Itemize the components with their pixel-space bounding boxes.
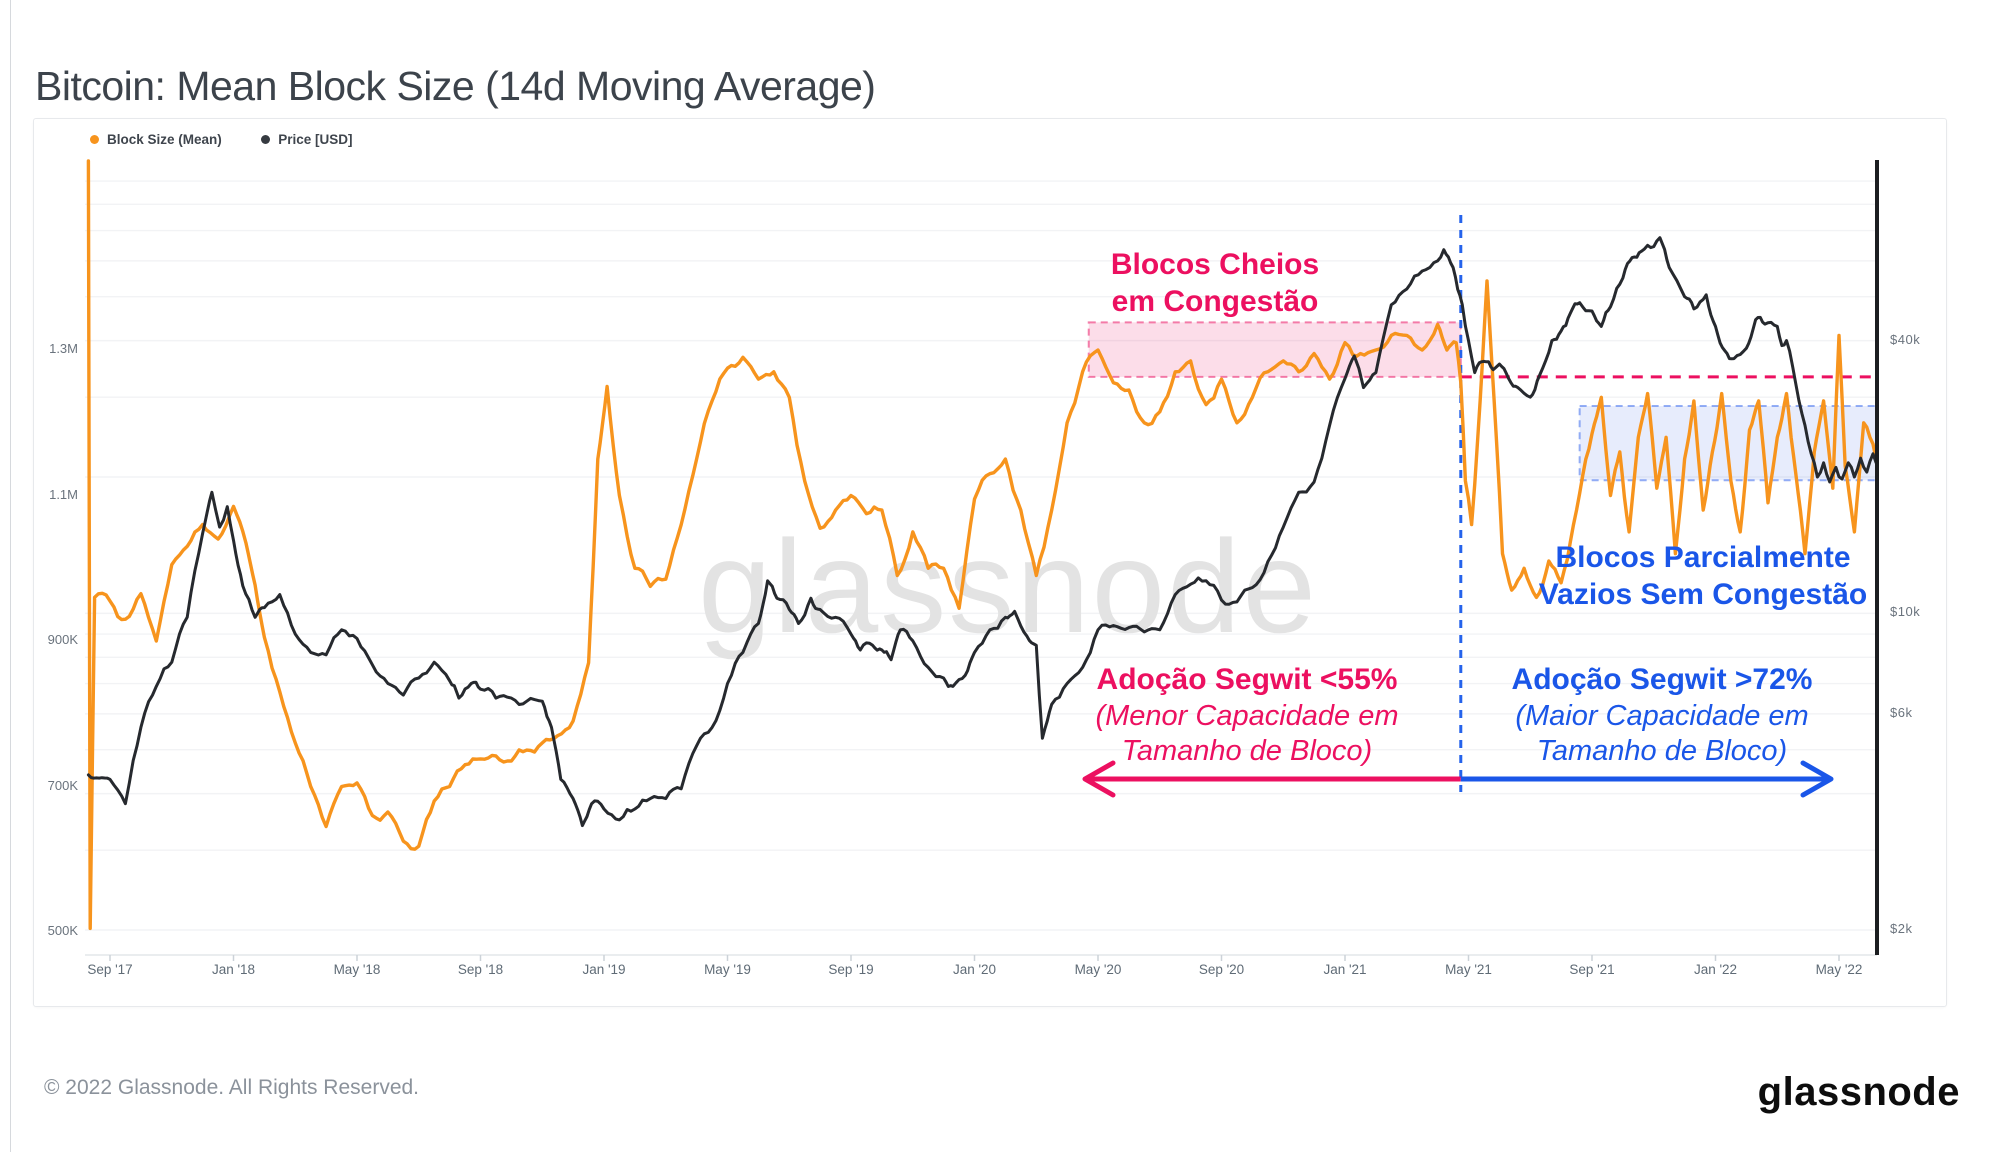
x-tick-label: May '19 xyxy=(704,962,751,977)
x-tick-label: Jan '20 xyxy=(952,962,997,977)
legend-label: Block Size (Mean) xyxy=(107,132,222,147)
page-edge-divider xyxy=(10,0,11,1152)
y-left-tick-label: 1.1M xyxy=(49,486,78,502)
x-tick-label: May '20 xyxy=(1074,962,1122,977)
segwit-low-annotation-line: (Menor Capacidade em xyxy=(1095,699,1399,732)
x-tick-label: Sep '19 xyxy=(828,962,874,977)
x-tick-label: Sep '17 xyxy=(87,962,133,977)
x-tick-label: May '18 xyxy=(333,962,381,977)
x-tick-label: Jan '18 xyxy=(211,962,256,977)
partially-empty-annotation-line: Blocos Parcialmente xyxy=(1555,541,1851,574)
legend-dot-icon xyxy=(261,135,271,144)
legend-item-price[interactable]: Price [USD] xyxy=(261,132,352,147)
partially-empty-annotation: Blocos Parcialmente Vazios Sem Congestão xyxy=(1539,540,1867,613)
full-blocks-annotation-line: Blocos Cheios xyxy=(1110,248,1320,281)
y-left-tick-label: 900K xyxy=(47,632,78,647)
segwit-high-annotation-line: Tamanho de Bloco) xyxy=(1536,734,1788,767)
segwit-high-annotation-line: (Maior Capacidade em xyxy=(1515,699,1809,732)
y-right-tick-label: $2k xyxy=(1890,921,1913,936)
footer-copyright: © 2022 Glassnode. All Rights Reserved. xyxy=(44,1076,420,1099)
partially-empty-annotation-line: Vazios Sem Congestão xyxy=(1538,577,1868,611)
segwit-low-annotation-line: Tamanho de Bloco) xyxy=(1121,734,1373,767)
segwit-low-annotation-line: Adoção Segwit <55% xyxy=(1096,663,1398,696)
y-left-tick-label: 1.3M xyxy=(49,341,78,356)
x-tick-label: May '22 xyxy=(1815,962,1863,977)
y-right-tick-label: $40k xyxy=(1890,331,1921,347)
full-blocks-annotation: Blocos Cheios em Congestão xyxy=(1111,247,1319,320)
legend-item-block-size[interactable]: Block Size (Mean) xyxy=(90,132,222,147)
legend-label: Price [USD] xyxy=(278,132,353,147)
x-tick-label: Sep '20 xyxy=(1198,962,1245,977)
page-title: Bitcoin: Mean Block Size (14d Moving Ave… xyxy=(35,63,876,110)
y-right-tick-label: $10k xyxy=(1890,604,1921,620)
x-tick-label: Jan '22 xyxy=(1693,962,1738,977)
glassnode-logo: glassnode xyxy=(1757,1070,1960,1114)
y-left-tick-label: 700K xyxy=(47,777,78,793)
y-right-tick-label: $6k xyxy=(1890,704,1913,720)
legend-dot-icon xyxy=(90,135,99,144)
segwit-high-annotation-line: Adoção Segwit >72% xyxy=(1511,663,1813,696)
full-blocks-annotation-line: em Congestão xyxy=(1111,284,1319,318)
segwit-high-annotation: Adoção Segwit >72% (Maior Capacidade em Ta… xyxy=(1512,662,1813,769)
y-left-tick-label: 500K xyxy=(47,923,78,938)
x-tick-label: Sep '18 xyxy=(457,962,504,977)
x-tick-label: May '21 xyxy=(1445,962,1492,977)
x-tick-label: Sep '21 xyxy=(1569,962,1615,977)
x-tick-label: Jan '19 xyxy=(582,962,626,977)
x-tick-label: Jan '21 xyxy=(1323,962,1367,977)
segwit-low-annotation: Adoção Segwit <55% (Menor Capacidade em Ta… xyxy=(1095,662,1398,769)
